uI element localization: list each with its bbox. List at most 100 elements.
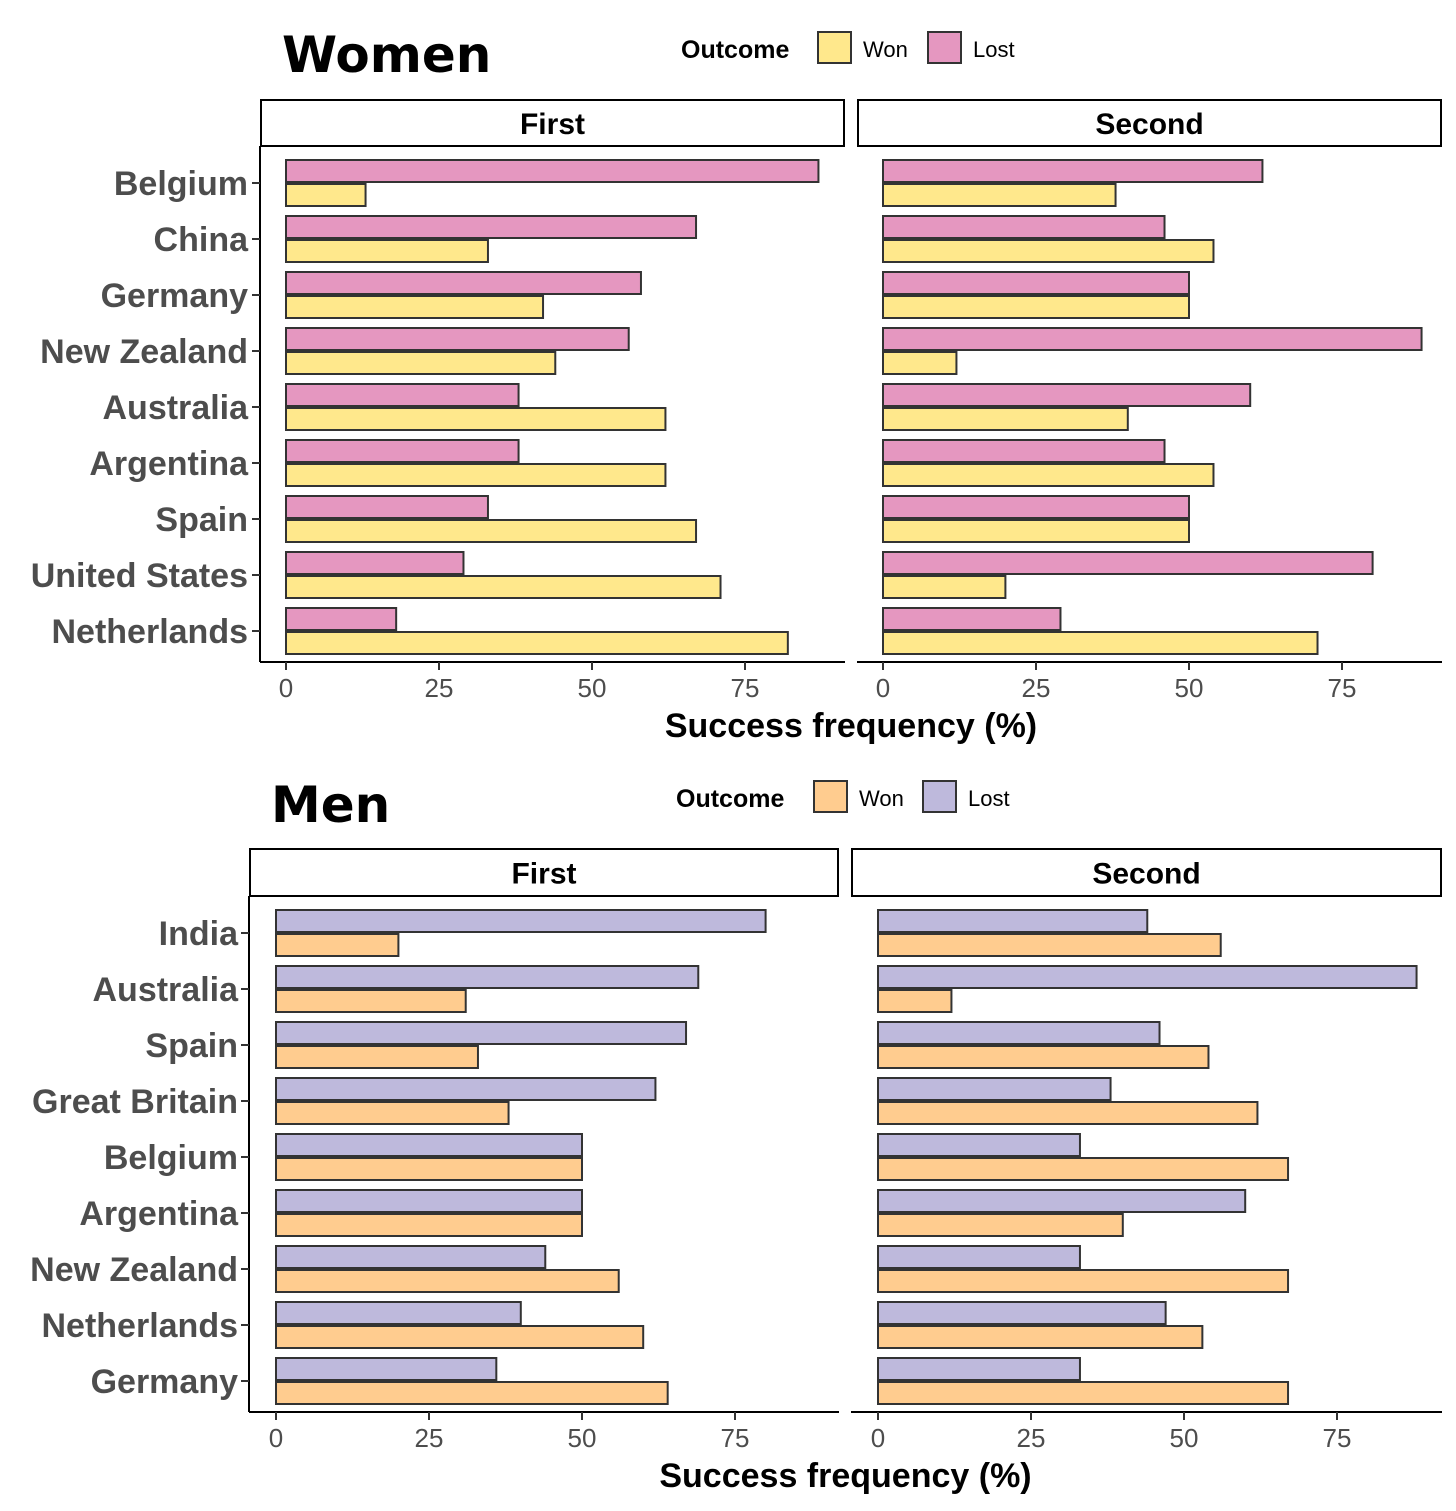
y-tick-label: Great Britain — [32, 1083, 238, 1121]
bar-won-argentina — [275, 1213, 583, 1237]
bar-lost-united-states — [285, 551, 465, 575]
y-tick-label: China — [154, 221, 250, 259]
bar-won-argentina — [285, 463, 667, 487]
bar-won-netherlands — [882, 631, 1319, 655]
y-tick-label: New Zealand — [40, 333, 248, 371]
bar-won-argentina — [882, 463, 1215, 487]
y-tick-label: Belgium — [114, 165, 248, 203]
bar-won-australia — [877, 989, 953, 1013]
bar-lost-germany — [285, 271, 642, 295]
bar-won-great-britain — [877, 1101, 1259, 1125]
bar-lost-spain — [882, 495, 1190, 519]
bar-won-belgium — [285, 183, 367, 207]
x-tick-label: 50 — [1170, 1423, 1199, 1453]
y-tick-label: Netherlands — [52, 613, 249, 651]
bar-won-china — [882, 239, 1215, 263]
bar-lost-netherlands — [285, 607, 398, 631]
legend-label-lost: Lost — [973, 37, 1015, 62]
bar-lost-belgium — [275, 1133, 583, 1157]
legend-key-won — [813, 780, 848, 813]
bar-won-germany — [275, 1381, 669, 1405]
bar-won-great-britain — [275, 1101, 510, 1125]
bar-won-new-zealand — [882, 351, 958, 375]
y-tick-label: Spain — [155, 501, 248, 539]
x-tick-label: 0 — [279, 673, 293, 703]
facet-panel-first: First 0 25 50 75 — [259, 99, 845, 703]
bar-lost-united-states — [882, 551, 1374, 575]
y-tick-label: United States — [31, 557, 248, 595]
bar-lost-belgium — [882, 159, 1264, 183]
bar-lost-germany — [882, 271, 1190, 295]
facet-panel-first: First 0 25 50 75 — [248, 848, 839, 1453]
bar-won-australia — [882, 407, 1129, 431]
y-tick-label: Netherlands — [42, 1307, 239, 1345]
bar-lost-china — [285, 215, 698, 239]
bar-won-new-zealand — [275, 1269, 620, 1293]
bar-won-australia — [285, 407, 667, 431]
chart-title: Women — [282, 26, 491, 84]
bar-won-argentina — [877, 1213, 1124, 1237]
bar-lost-great-britain — [275, 1077, 657, 1101]
facet-strip-label: First — [511, 858, 576, 891]
bar-won-netherlands — [275, 1325, 645, 1349]
legend-title: Outcome — [676, 785, 784, 813]
bar-lost-belgium — [877, 1133, 1081, 1157]
bar-won-spain — [877, 1045, 1210, 1069]
bar-won-germany — [877, 1381, 1290, 1405]
bar-lost-spain — [877, 1021, 1161, 1045]
legend-label-won: Won — [859, 786, 904, 811]
x-tick-label: 75 — [1328, 673, 1357, 703]
x-axis-title: Success frequency (%) — [665, 707, 1037, 745]
facet-strip — [857, 99, 1442, 147]
x-tick-label: 25 — [1022, 673, 1051, 703]
x-tick-label: 25 — [1017, 1423, 1046, 1453]
bar-won-united-states — [882, 575, 1007, 599]
facet-strip-label: Second — [1095, 108, 1203, 141]
bar-lost-netherlands — [275, 1301, 522, 1325]
bar-won-india — [877, 933, 1222, 957]
bar-lost-germany — [877, 1357, 1081, 1381]
legend-label-won: Won — [863, 37, 908, 62]
facet-strip — [249, 848, 839, 897]
x-tick-label: 25 — [425, 673, 454, 703]
bar-won-new-zealand — [877, 1269, 1290, 1293]
bar-lost-argentina — [275, 1189, 583, 1213]
bar-lost-germany — [275, 1357, 498, 1381]
chart-men: Men Outcome Won Lost First 0 25 50 75 Second 0 25 50… — [30, 776, 1442, 1495]
bar-won-spain — [882, 519, 1190, 543]
bar-won-india — [275, 933, 400, 957]
x-tick-label: 75 — [731, 673, 760, 703]
x-tick-label: 0 — [876, 673, 890, 703]
bar-won-belgium — [882, 183, 1117, 207]
y-tick-label: Argentina — [89, 445, 249, 483]
bar-lost-argentina — [285, 439, 520, 463]
bar-won-germany — [882, 295, 1190, 319]
bar-won-germany — [285, 295, 545, 319]
bar-lost-spain — [275, 1021, 688, 1045]
facet-strip-label: First — [520, 108, 585, 141]
bar-won-belgium — [275, 1157, 583, 1181]
y-tick-label: Belgium — [104, 1139, 238, 1177]
bar-lost-australia — [882, 383, 1252, 407]
facet-strip — [260, 99, 845, 147]
y-tick-label: Spain — [145, 1027, 238, 1065]
x-axis-title: Success frequency (%) — [659, 1457, 1031, 1495]
y-tick-label: New Zealand — [30, 1251, 238, 1289]
bar-lost-great-britain — [877, 1077, 1112, 1101]
bar-won-united-states — [285, 575, 722, 599]
x-tick-label: 0 — [871, 1423, 885, 1453]
y-tick-label: Australia — [103, 389, 250, 427]
bar-lost-india — [877, 909, 1149, 933]
y-tick-label: Germany — [101, 277, 248, 315]
facet-panel-second: Second 0 25 50 75 — [857, 99, 1442, 703]
bar-lost-netherlands — [877, 1301, 1167, 1325]
bar-lost-netherlands — [882, 607, 1062, 631]
bar-lost-new-zealand — [285, 327, 630, 351]
chart-women: Women Outcome Won Lost First 0 25 50 75 Second 0 25… — [31, 26, 1442, 745]
legend-key-lost — [922, 780, 957, 813]
y-tick-label: Australia — [93, 971, 240, 1009]
legend-label-lost: Lost — [968, 786, 1010, 811]
y-tick-label: Argentina — [79, 1195, 239, 1233]
